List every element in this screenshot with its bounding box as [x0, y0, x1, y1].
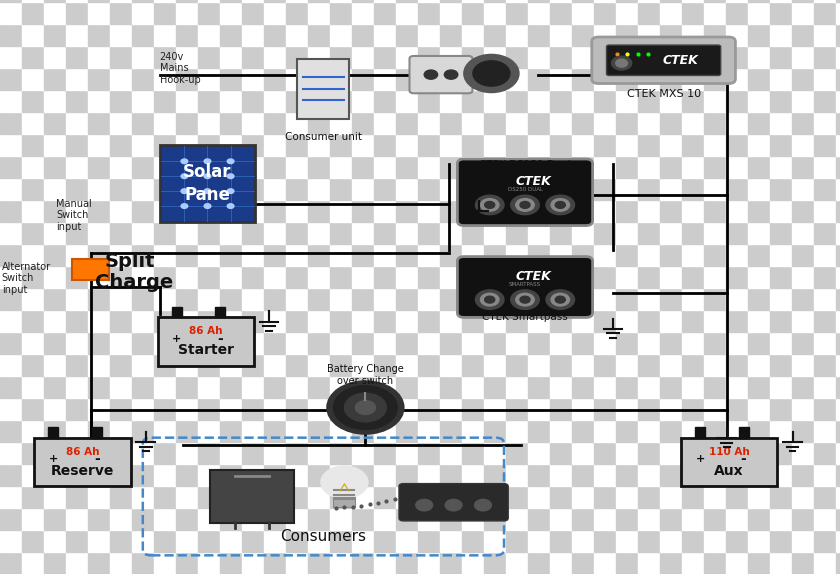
Circle shape	[511, 290, 539, 309]
Text: Consumers: Consumers	[281, 529, 366, 544]
FancyBboxPatch shape	[399, 483, 508, 521]
Circle shape	[475, 499, 491, 511]
FancyBboxPatch shape	[681, 437, 778, 487]
Circle shape	[344, 393, 386, 422]
Text: 240v
Mains
Hook-up: 240v Mains Hook-up	[160, 52, 201, 85]
Text: Split: Split	[105, 251, 155, 271]
Text: Manual
Switch
input: Manual Switch input	[56, 199, 92, 232]
Circle shape	[355, 401, 375, 414]
FancyBboxPatch shape	[210, 470, 294, 523]
FancyBboxPatch shape	[297, 59, 349, 119]
Bar	[172, 307, 182, 317]
Text: -: -	[218, 332, 223, 346]
Circle shape	[227, 204, 234, 208]
Bar	[92, 427, 102, 437]
Text: DS250 DUAL: DS250 DUAL	[507, 188, 543, 192]
Circle shape	[227, 189, 234, 193]
FancyBboxPatch shape	[34, 437, 131, 487]
Text: Aux: Aux	[714, 464, 744, 478]
Circle shape	[555, 296, 565, 303]
Text: Solar: Solar	[183, 163, 232, 181]
Text: CTEK: CTEK	[516, 176, 551, 188]
FancyBboxPatch shape	[458, 257, 593, 317]
Circle shape	[321, 466, 368, 498]
Circle shape	[227, 159, 234, 164]
Circle shape	[520, 201, 530, 208]
Text: Charge: Charge	[95, 273, 173, 292]
Bar	[49, 427, 59, 437]
Circle shape	[546, 290, 575, 309]
Text: -: -	[741, 452, 747, 466]
Text: 86 Ah: 86 Ah	[189, 326, 223, 336]
Circle shape	[181, 174, 188, 179]
Text: Alternator
Switch
input: Alternator Switch input	[2, 262, 50, 295]
Bar	[696, 427, 706, 437]
Circle shape	[204, 174, 211, 179]
FancyBboxPatch shape	[606, 45, 721, 75]
Circle shape	[551, 199, 570, 211]
Text: +: +	[172, 333, 181, 344]
FancyBboxPatch shape	[591, 37, 736, 83]
Bar	[464, 278, 474, 296]
Circle shape	[475, 290, 504, 309]
FancyBboxPatch shape	[410, 56, 472, 93]
Bar	[215, 307, 225, 317]
Circle shape	[328, 382, 403, 433]
Circle shape	[424, 70, 438, 79]
Circle shape	[333, 386, 397, 429]
Text: -: -	[94, 452, 100, 466]
Circle shape	[516, 199, 534, 211]
Circle shape	[445, 499, 462, 511]
Circle shape	[480, 199, 499, 211]
Text: Battery Change
over switch: Battery Change over switch	[327, 364, 404, 386]
Bar	[72, 259, 109, 280]
Text: CTEK DS250 Dual: CTEK DS250 Dual	[479, 160, 571, 169]
Circle shape	[475, 195, 504, 215]
Circle shape	[485, 296, 495, 303]
Bar	[464, 184, 474, 201]
Circle shape	[204, 159, 211, 164]
Circle shape	[204, 204, 211, 208]
FancyBboxPatch shape	[160, 145, 255, 222]
Circle shape	[485, 201, 495, 208]
Bar	[738, 427, 748, 437]
Text: 86 Ah: 86 Ah	[66, 447, 99, 457]
Text: +: +	[49, 454, 58, 464]
Text: Pane: Pane	[185, 186, 230, 204]
Circle shape	[416, 499, 433, 511]
Text: Starter: Starter	[178, 343, 234, 357]
Circle shape	[204, 189, 211, 193]
Circle shape	[181, 159, 188, 164]
Text: CTEK: CTEK	[516, 270, 551, 283]
Text: 110 Ah: 110 Ah	[709, 447, 749, 457]
Circle shape	[473, 61, 510, 86]
Text: Consumer unit: Consumer unit	[285, 132, 362, 142]
Circle shape	[616, 59, 627, 67]
Circle shape	[612, 56, 632, 70]
Text: CTEK Smartpass: CTEK Smartpass	[482, 312, 568, 321]
Circle shape	[181, 204, 188, 208]
Circle shape	[511, 195, 539, 215]
FancyBboxPatch shape	[158, 317, 255, 366]
Text: +: +	[696, 454, 705, 464]
Circle shape	[444, 70, 458, 79]
Circle shape	[465, 55, 518, 92]
Circle shape	[480, 293, 499, 306]
Text: CTEK MXS 10: CTEK MXS 10	[627, 89, 701, 99]
Circle shape	[516, 293, 534, 306]
FancyBboxPatch shape	[458, 159, 593, 226]
Text: CTEK: CTEK	[663, 54, 698, 67]
Text: Reserve: Reserve	[50, 464, 114, 478]
Circle shape	[551, 293, 570, 306]
Bar	[333, 497, 355, 507]
Bar	[576, 184, 586, 201]
Circle shape	[227, 174, 234, 179]
Bar	[576, 278, 586, 296]
Circle shape	[555, 201, 565, 208]
Text: SMARTPASS: SMARTPASS	[509, 282, 541, 287]
Circle shape	[546, 195, 575, 215]
Circle shape	[520, 296, 530, 303]
Circle shape	[181, 189, 188, 193]
